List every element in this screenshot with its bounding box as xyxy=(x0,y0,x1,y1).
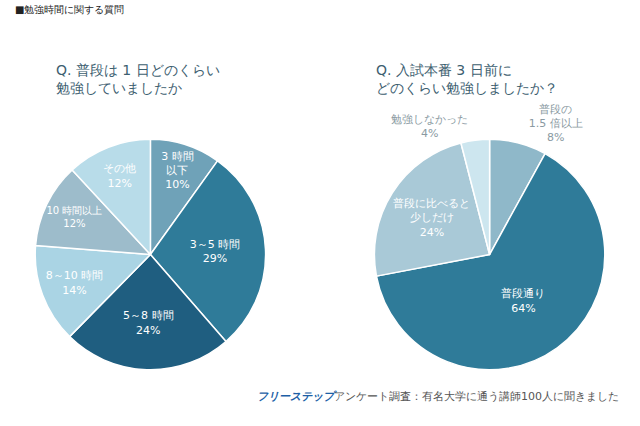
svg-text:3～5 時間29%: 3～5 時間29% xyxy=(190,238,241,265)
svg-text:8～10 時間14%: 8～10 時間14% xyxy=(46,269,104,296)
svg-text:Q. 入試本番 3 日前にどのくらい勉強しましたか？: Q. 入試本番 3 日前にどのくらい勉強しましたか？ xyxy=(376,62,558,96)
svg-text:普段通り64%: 普段通り64% xyxy=(501,287,545,314)
svg-text:3 時間以下10%: 3 時間以下10% xyxy=(161,150,194,192)
svg-text:勉強しなかった4%: 勉強しなかった4% xyxy=(391,113,468,140)
svg-text:その他12%: その他12% xyxy=(103,162,136,189)
svg-text:5～8 時間24%: 5～8 時間24% xyxy=(123,309,174,336)
svg-text:■勉強時間に関する質問: ■勉強時間に関する質問 xyxy=(15,4,124,15)
svg-text:Q. 普段は 1 日どのくらい勉強していましたか: Q. 普段は 1 日どのくらい勉強していましたか xyxy=(56,62,220,96)
svg-text:フリーステップアンケート調査：有名大学に通う講師100人に聞: フリーステップアンケート調査：有名大学に通う講師100人に聞きました xyxy=(257,390,619,403)
svg-text:普段の1.5 倍以上8%: 普段の1.5 倍以上8% xyxy=(529,103,583,145)
svg-text:普段に比べると少しだけ24%: 普段に比べると少しだけ24% xyxy=(393,197,470,239)
svg-text:10 時間以上12%: 10 時間以上12% xyxy=(46,205,102,229)
